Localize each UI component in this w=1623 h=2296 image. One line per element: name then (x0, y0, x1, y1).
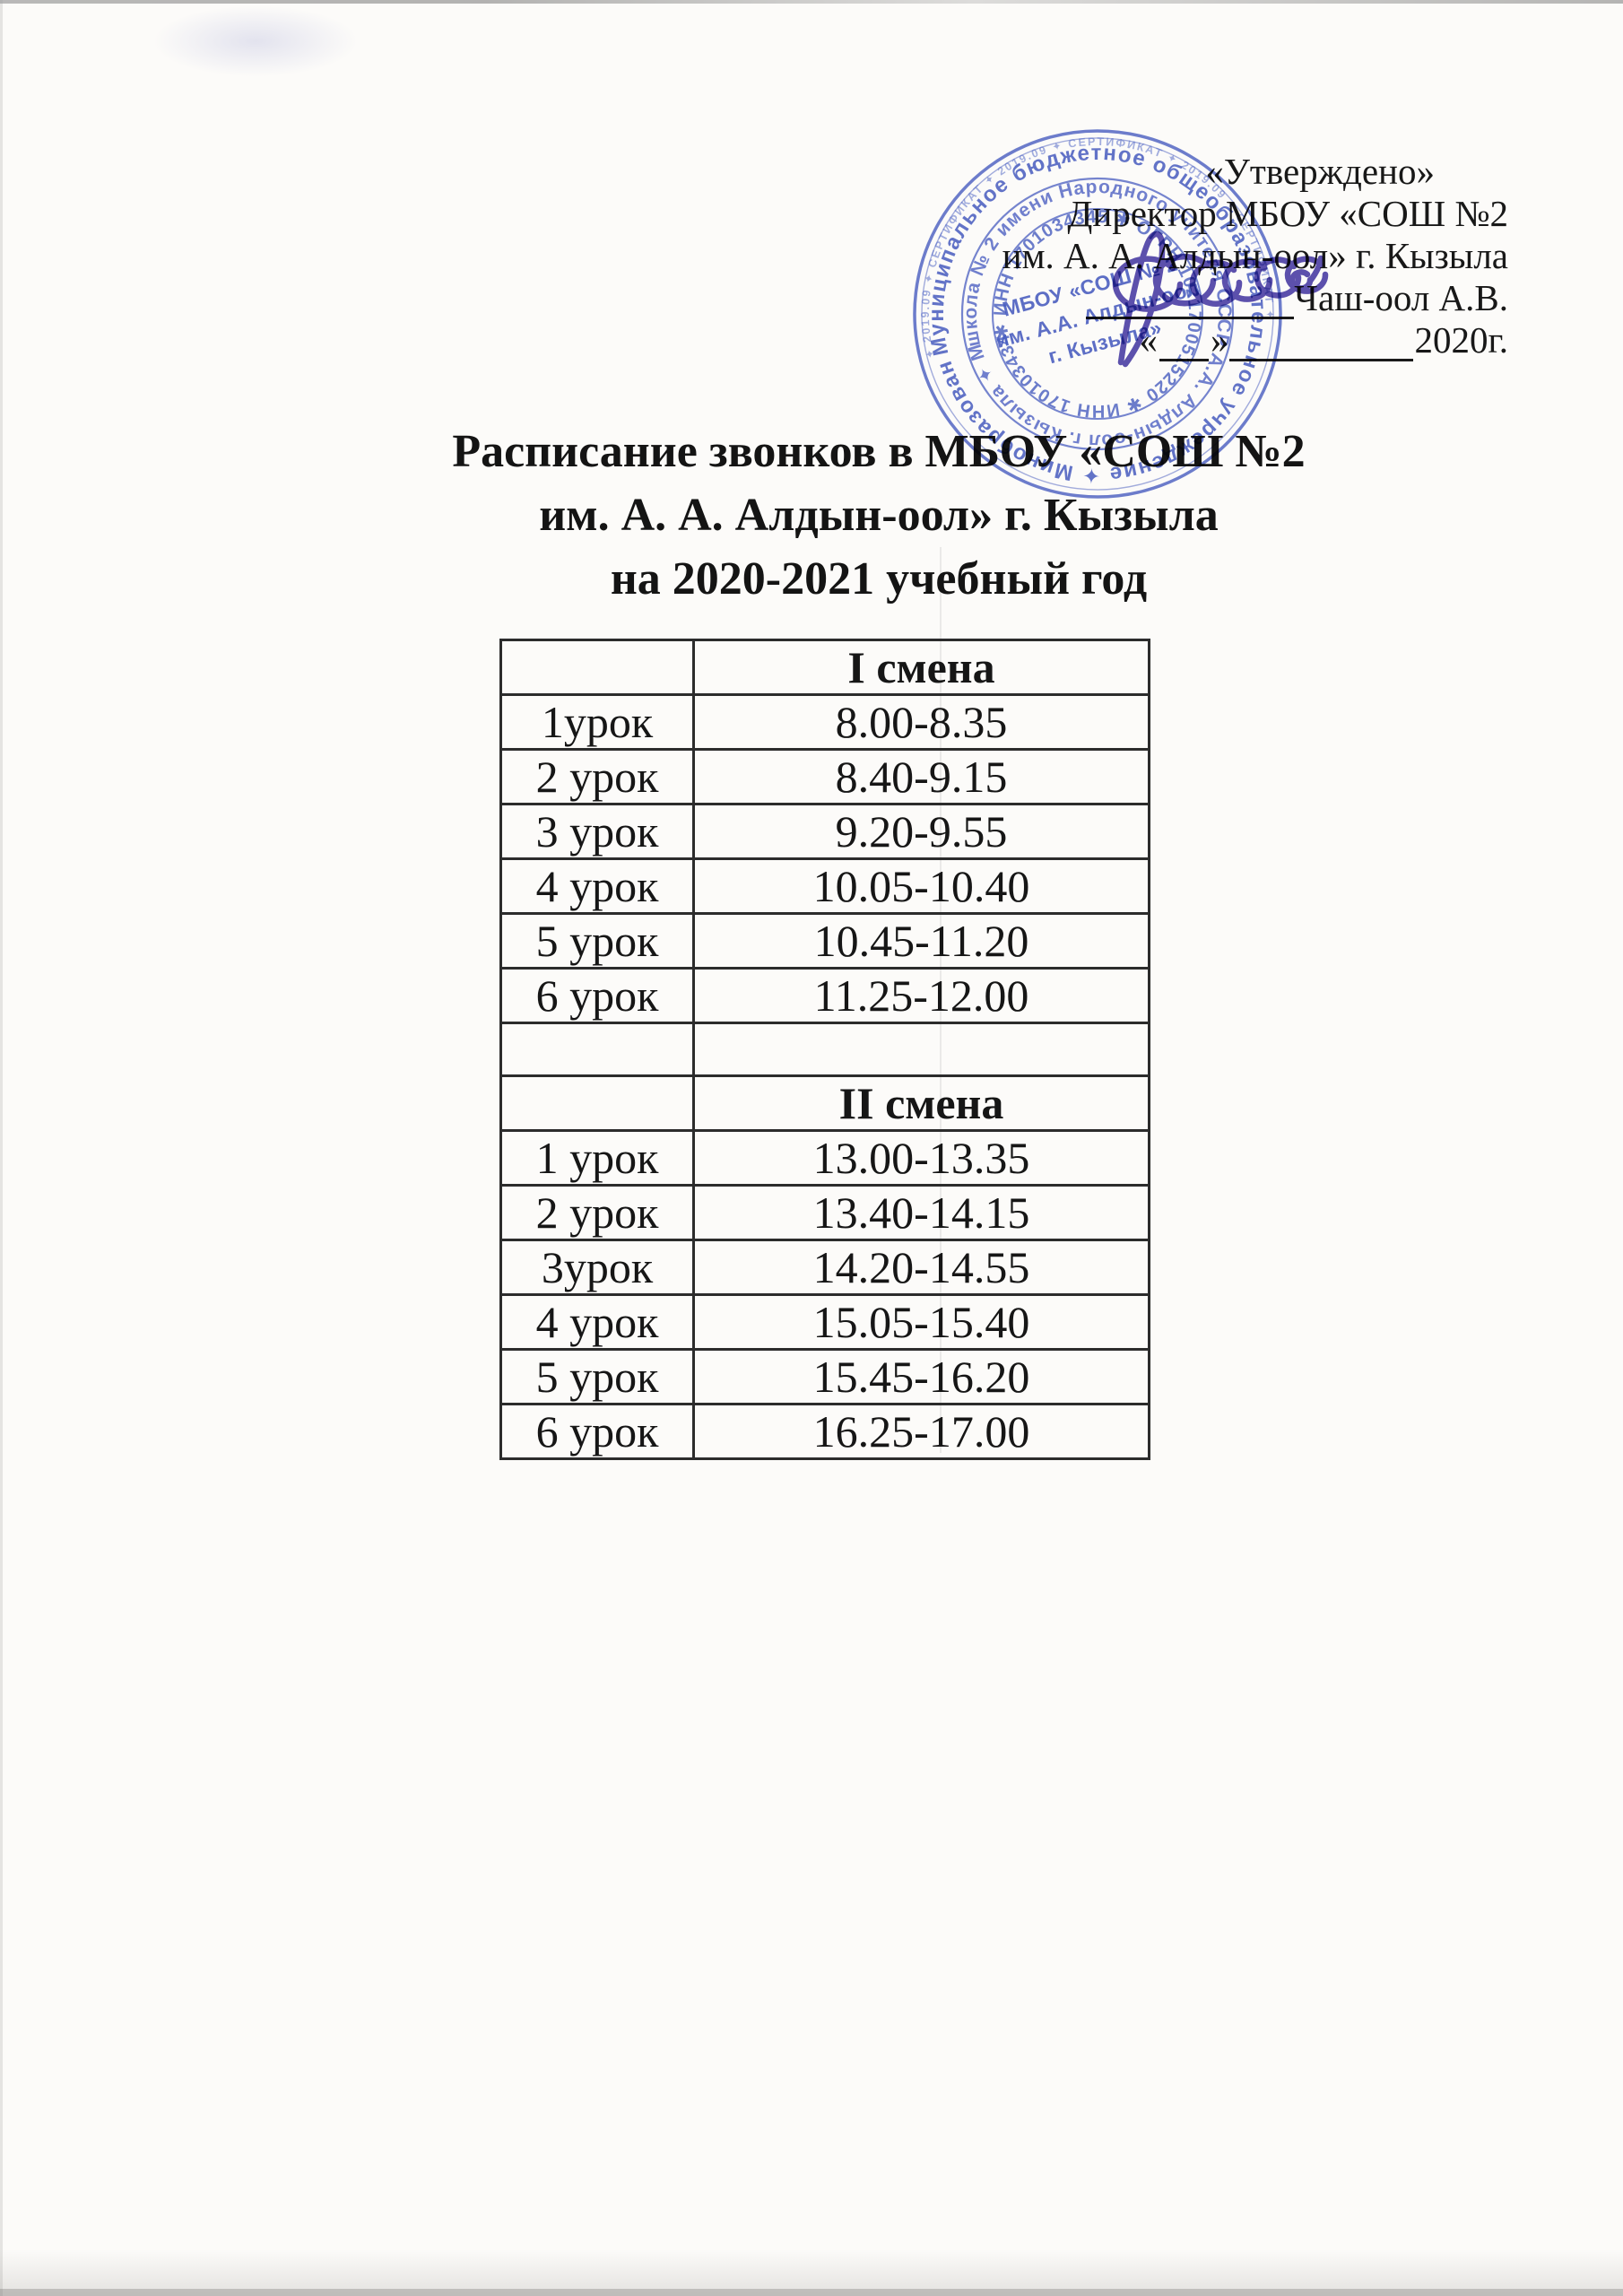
signature-stroke-curl (1289, 255, 1324, 291)
time-cell: 8.40-9.15 (692, 748, 1150, 805)
lesson-cell: 1 урок (499, 1129, 695, 1187)
signature-stroke-coil (1189, 256, 1329, 307)
table-row: 4 урок 10.05-10.40 (499, 857, 1150, 915)
time-cell: 13.40-14.15 (692, 1184, 1150, 1241)
table-row: 5 урок 15.45-16.20 (499, 1348, 1150, 1405)
signature-line (1086, 283, 1295, 319)
table-row: 6 урок 11.25-12.00 (499, 967, 1150, 1024)
lesson-cell: 3урок (499, 1239, 695, 1296)
director-line: Директор МБОУ «СОШ №2 (1067, 193, 1508, 234)
table-row: 5 урок 10.45-11.20 (499, 912, 1150, 970)
scan-edge-top (0, 0, 1623, 4)
table-row: 3 урок 9.20-9.55 (499, 803, 1150, 860)
lesson-cell: 2 урок (499, 748, 695, 805)
lesson-cell: 3 урок (499, 803, 695, 860)
school-line: им. А. А. Алдын-оол» г. Кызыла (1002, 235, 1508, 276)
date-month-line (1228, 325, 1413, 361)
signer-name: Чаш-оол А.В. (1294, 277, 1508, 318)
spacer-cell (499, 1022, 695, 1077)
director-signature (1112, 230, 1329, 368)
time-cell: 11.25-12.00 (692, 967, 1150, 1024)
scan-edge-bottom (0, 2289, 1623, 2296)
spacer-cell (692, 1022, 1150, 1077)
shift-header-row: I смена (499, 639, 1150, 696)
school-round-stamp-icon: ✦ 2019.09 ✦ СЕРТИФИКАТ ✦ 2019.09 ✦ СЕРТИ… (907, 124, 1288, 504)
scan-edge-left (0, 0, 3, 2296)
time-cell: 13.00-13.35 (692, 1129, 1150, 1187)
time-cell: 15.05-15.40 (692, 1293, 1150, 1351)
table-row: 6 урок 16.25-17.00 (499, 1403, 1150, 1460)
lesson-cell: 4 урок (499, 857, 695, 915)
time-cell: 8.00-8.35 (692, 693, 1150, 751)
stamp-outer-circle-2 (921, 137, 1274, 491)
table-row: 4 урок 15.05-15.40 (499, 1293, 1150, 1351)
shift-header-cell: I смена (692, 639, 1150, 696)
lesson-cell: 6 урок (499, 1403, 695, 1460)
date-day-line (1159, 325, 1210, 361)
signature-row: Чаш-оол А.В. (970, 277, 1508, 319)
table-row: 2 урок 8.40-9.15 (499, 748, 1150, 805)
time-cell: 10.45-11.20 (692, 912, 1150, 970)
time-cell: 10.05-10.40 (692, 857, 1150, 915)
date-quote-close: » (1211, 319, 1229, 361)
lesson-cell: 1урок (499, 693, 695, 751)
lesson-cell: 5 урок (499, 912, 695, 970)
title-line-1: Расписание звонков в МБОУ «СОШ №2 (452, 426, 1306, 477)
stamp-inner-circle (992, 208, 1203, 420)
bell-schedule-table: I смена 1урок 8.00-8.35 2 урок 8.40-9.15 3 ур… (499, 639, 1150, 1460)
time-cell: 14.20-14.55 (692, 1239, 1150, 1296)
table-row: 1урок 8.00-8.35 (499, 693, 1150, 751)
time-cell: 15.45-16.20 (692, 1348, 1150, 1405)
table-row: 3урок 14.20-14.55 (499, 1239, 1150, 1296)
scan-edge-bottom-shade (0, 2249, 1623, 2296)
shift-header-cell: II смена (692, 1074, 1150, 1132)
scan-smudge (152, 5, 359, 77)
lesson-cell: 4 урок (499, 1293, 695, 1351)
stamp-middle-circle (960, 177, 1235, 451)
table-row: 2 урок 13.40-14.15 (499, 1184, 1150, 1241)
lesson-cell: 5 урок (499, 1348, 695, 1405)
lesson-cell: 6 урок (499, 967, 695, 1024)
time-cell: 16.25-17.00 (692, 1403, 1150, 1460)
date-year: 2020г. (1414, 319, 1508, 361)
table-row: 1 урок 13.00-13.35 (499, 1129, 1150, 1187)
lesson-cell-empty (499, 1074, 695, 1132)
title-line-3: на 2020-2021 учебный год (610, 553, 1148, 604)
lesson-cell: 2 урок (499, 1184, 695, 1241)
shift-header-row: II смена (499, 1074, 1150, 1132)
stamp-outer-circle (913, 129, 1282, 499)
approved-label: «Утверждено» (1205, 151, 1435, 192)
spacer-row (499, 1022, 1150, 1077)
lesson-cell-empty (499, 639, 695, 696)
signature-stroke-peak (1117, 230, 1166, 368)
approval-block: «Утверждено» Директор МБОУ «СОШ №2 им. А… (970, 151, 1508, 361)
time-cell: 9.20-9.55 (692, 803, 1150, 860)
